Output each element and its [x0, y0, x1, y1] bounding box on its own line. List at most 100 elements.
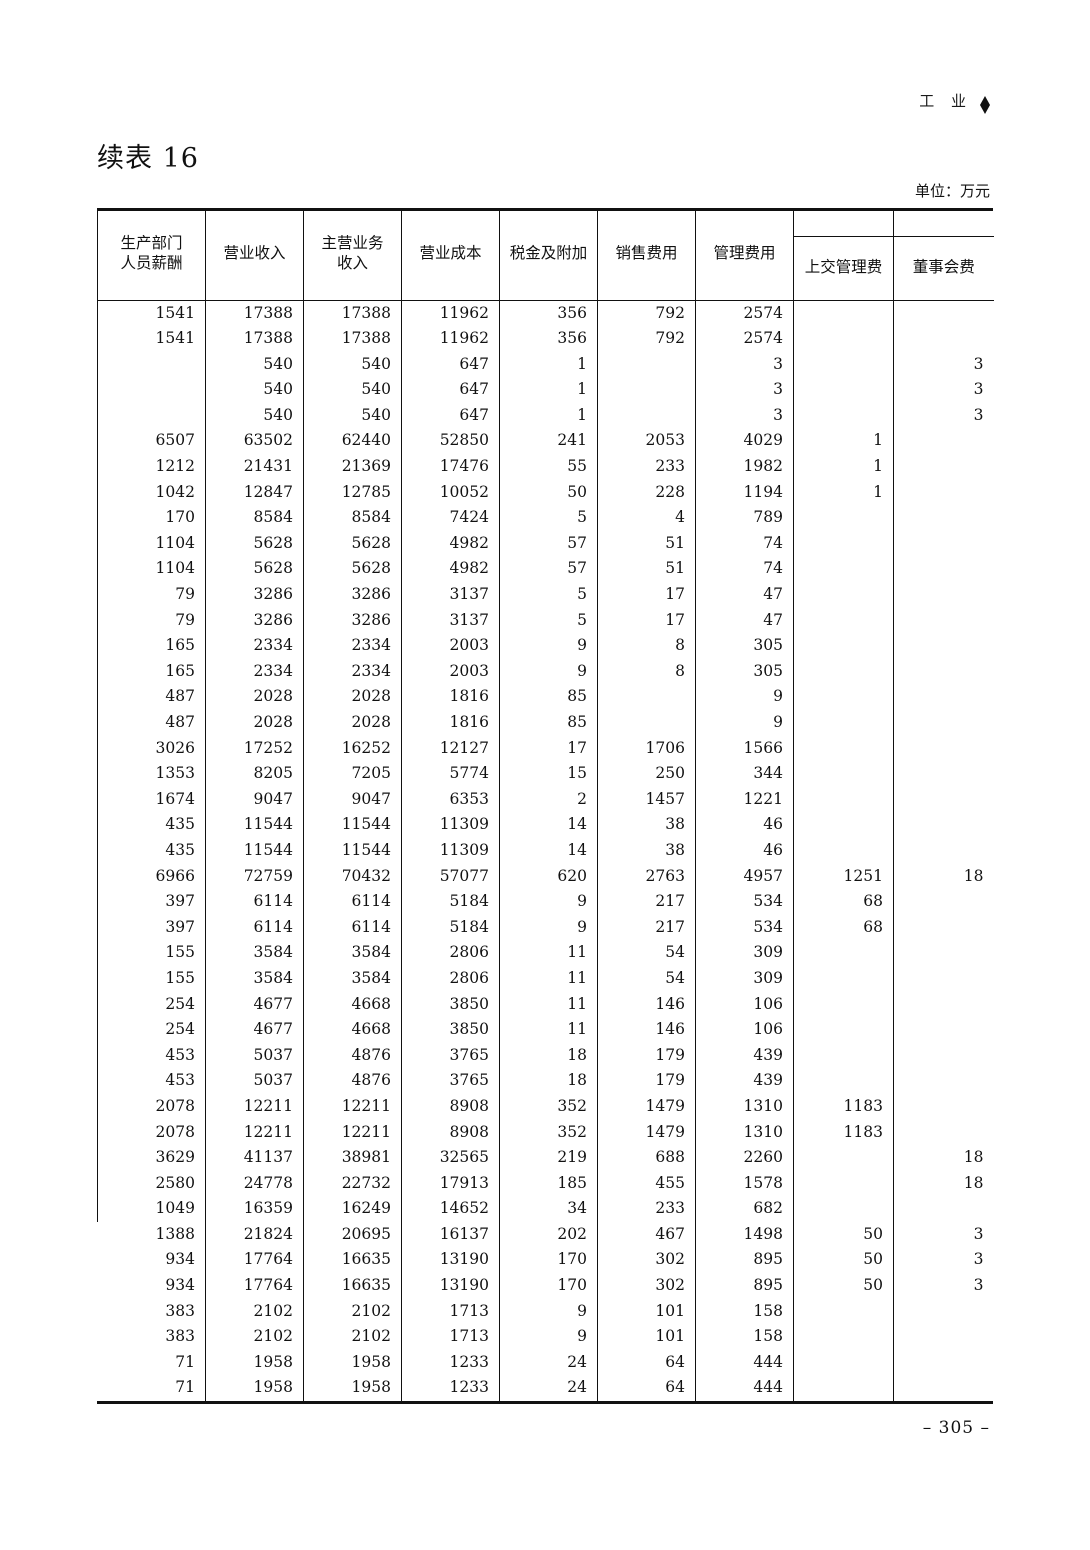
table-cell-c7: 50	[793, 1221, 894, 1248]
table-cell-c6: 1221	[695, 786, 794, 813]
column-header-line: 生产部门	[120, 234, 183, 253]
table-cell-c1: 12211	[205, 1119, 304, 1146]
table-cell-c5: 233	[597, 1196, 696, 1222]
table-cell-c7: 1	[793, 454, 894, 480]
table-cell-c5: 1479	[597, 1093, 696, 1120]
table-cell-c6: 534	[695, 889, 794, 915]
table-cell-c5: 4	[597, 505, 696, 531]
table-cell-c1: 21431	[205, 454, 304, 480]
table-cell-c7: 68	[793, 914, 894, 941]
table-cell-c5: 101	[597, 1324, 696, 1350]
table-cell-c6: 47	[695, 607, 794, 634]
table-header: 生产部门 人员薪酬 营业收入 主营业务 收入 营业成本 税金及附加 销售费用 管理费用 上交管理费…	[97, 208, 994, 301]
table-cell-c0: 254	[97, 991, 206, 1018]
table-row: 71 1958 1958 1233 24 64 444	[98, 1375, 994, 1402]
table-cell-c0: 1212	[97, 454, 206, 480]
table-cell-c2: 38981	[303, 1145, 402, 1171]
table-cell-c2: 3584	[303, 940, 402, 966]
table-cell-c1: 21824	[205, 1221, 304, 1248]
table-cell-c0: 1388	[155, 1224, 195, 1243]
table-cell-c4: 241	[499, 428, 598, 455]
table-cell-c6: 2574	[695, 300, 794, 327]
table-cell-c8	[893, 1119, 994, 1146]
table-cell-c7	[793, 965, 894, 992]
table-cell-c0: 2078	[97, 1119, 206, 1146]
table-cell-c3: 2806	[401, 940, 500, 966]
table-cell-c2: 2334	[303, 633, 402, 659]
table-cell-c4: 85	[499, 710, 598, 736]
table-cell-c3: 11962	[401, 300, 500, 327]
table-cell-c7: 50	[793, 1247, 894, 1274]
table-cell-c8: 3	[893, 377, 994, 403]
table-cell-c6: 309	[695, 940, 794, 966]
table-cell-c8	[893, 1375, 994, 1402]
table-cell-c3: 3137	[401, 607, 500, 634]
table-cell-c0	[97, 402, 206, 429]
table-row: 453 5037 4876 3765 18 179 439	[97, 1068, 994, 1094]
table-cell-c8	[893, 428, 994, 455]
table-cell-c3: 4982	[401, 556, 500, 583]
table-cell-c5: 38	[597, 812, 696, 838]
table-cell-c3: 17476	[401, 454, 500, 480]
table-cell-c3: 8908	[401, 1119, 500, 1146]
table-row: 1541 17388 17388 11962 356 792 2574	[97, 300, 994, 327]
table-cell-c1: 1958	[205, 1375, 304, 1402]
table-cell-c4: 9	[499, 1324, 598, 1350]
table-cell-c2: 20695	[303, 1221, 402, 1248]
table-row: 155 3584 3584 2806 11 54 309	[97, 940, 994, 966]
table-cell-c4: 14	[499, 837, 598, 864]
table-cell-c6: 1982	[695, 454, 794, 480]
table-cell-c2: 11544	[303, 837, 402, 864]
table-cell-c2: 1958	[303, 1349, 402, 1376]
table-cell-c3: 13190	[401, 1273, 500, 1299]
table-cell-c8	[893, 607, 994, 634]
table-cell-c1: 540	[205, 377, 304, 403]
table-cell-c7	[793, 991, 894, 1018]
running-head-label: 工 业	[919, 92, 972, 110]
table-cell-c8	[893, 1068, 994, 1094]
table-cell-c0	[97, 351, 206, 378]
table-cell-c1: 540	[205, 351, 304, 378]
table-cell-c1: 5037	[205, 1068, 304, 1094]
table-cell-c4: 14	[499, 812, 598, 838]
table-row: 254 4677 4668 3850 11 146 106	[97, 991, 994, 1018]
table-cell-c6: 1310	[695, 1093, 794, 1120]
table-cell-c0: 1353	[97, 761, 206, 787]
table-cell-c8	[893, 1017, 994, 1043]
table-cell-c3: 14652	[401, 1196, 500, 1222]
table-row: 170 8584 8584 7424 5 4 789	[97, 505, 994, 531]
table-cell-c5: 233	[597, 454, 696, 480]
table-cell-c2: 11544	[303, 812, 402, 838]
column-header-c7: 上交管理费	[793, 208, 894, 301]
table-row: 165 2334 2334 2003 9 8 305	[97, 633, 994, 659]
table-cell-c2: 5628	[303, 530, 402, 557]
table-cell-c1: 17388	[205, 326, 304, 352]
table-cell-c1: 1958	[205, 1349, 304, 1376]
diamond-marker-icon	[980, 96, 990, 114]
table-cell-c0: 155	[97, 940, 206, 966]
table-cell-c1: 17252	[205, 735, 304, 762]
table-row: 1388 21824 20695 16137 202 467 1498 50 3	[98, 1221, 994, 1248]
table-cell-c5	[597, 351, 696, 378]
table-cell-c5: 51	[597, 556, 696, 583]
table-cell-c0: 3026	[97, 735, 206, 762]
table-cell-c1: 2334	[205, 658, 304, 685]
table-row: 1674 9047 9047 6353 2 1457 1221	[97, 786, 994, 813]
table-row: 934 17764 16635 13190 170 302 895 50 3	[98, 1273, 994, 1299]
table-cell-c2: 16635	[303, 1247, 402, 1274]
table-cell-c8: 18	[893, 863, 994, 890]
table-cell-c6: 158	[695, 1324, 794, 1350]
table-cell-c2: 5628	[303, 556, 402, 583]
table-cell-c2: 22732	[303, 1170, 402, 1197]
table-cell-c5: 792	[597, 326, 696, 352]
table-cell-c3: 3765	[401, 1042, 500, 1069]
table-row: 3026 17252 16252 12127 17 1706 1566	[97, 735, 994, 762]
table-cell-c3: 1233	[401, 1375, 500, 1402]
table-cell-c8	[893, 326, 994, 352]
table-cell-c3: 5184	[401, 914, 500, 941]
table-row: 487 2028 2028 1816 85 9	[97, 710, 994, 736]
table-cell-c5: 146	[597, 991, 696, 1018]
table-cell-c1: 2102	[205, 1324, 304, 1350]
table-header-row: 生产部门 人员薪酬 营业收入 主营业务 收入 营业成本 税金及附加 销售费用 管理费用 上交管理费…	[97, 208, 994, 301]
table-cell-c2: 16635	[303, 1273, 402, 1299]
